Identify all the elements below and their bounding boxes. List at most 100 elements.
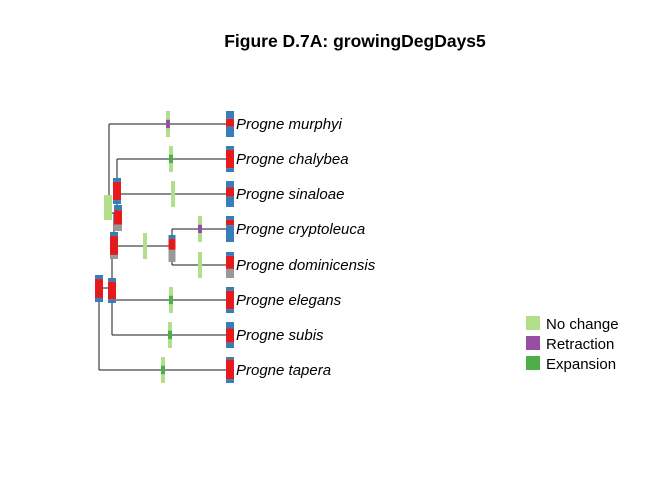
range-segment (226, 181, 234, 188)
range-segment (110, 254, 118, 259)
node-range-bar (108, 278, 116, 303)
tip-range-bar (226, 357, 234, 383)
range-segment (226, 309, 234, 313)
range-segment (113, 178, 121, 182)
branch-change-segment (143, 233, 147, 259)
range-segment (110, 232, 118, 237)
range-segment (226, 146, 234, 150)
range-segment (226, 268, 234, 278)
range-segment (226, 225, 234, 242)
range-segment (114, 205, 122, 211)
branch-change-segment (168, 322, 172, 331)
tree-edges (98, 123, 230, 371)
legend-swatch-retraction (526, 336, 540, 350)
tip-range-bar (226, 146, 234, 172)
legend-swatch-expansion (526, 356, 540, 370)
range-segment (226, 216, 234, 220)
tip-label-sinaloae: Progne sinaloae (236, 186, 344, 203)
range-segment (226, 287, 234, 291)
tip-label-tapera: Progne tapera (236, 362, 331, 379)
range-segment (226, 359, 234, 380)
node-range-bar-root (95, 275, 103, 302)
legend: No change Retraction Expansion (526, 316, 619, 373)
tip-label-dominicensis: Progne dominicensis (236, 257, 376, 274)
branch-change-bar (169, 287, 173, 313)
branch-change-segment (168, 330, 172, 340)
branch-change-bar (198, 252, 202, 278)
legend-label-expansion: Expansion (546, 356, 616, 373)
branch-change-bar (169, 146, 173, 172)
range-segment (226, 168, 234, 172)
range-segment (110, 236, 118, 255)
figure-title: Figure D.7A: growingDegDays5 (224, 31, 486, 51)
branch-change-bar (161, 357, 165, 383)
branch-change-segment (168, 339, 172, 348)
range-segment (226, 126, 234, 137)
branch-change-segment (161, 374, 165, 383)
tip-range-bar (226, 252, 234, 278)
tip-label-chalybea: Progne chalybea (236, 151, 349, 168)
range-segment (113, 200, 121, 204)
range-segment (226, 111, 234, 119)
tip-range-bar (226, 322, 234, 348)
branch-change-segment (198, 252, 202, 278)
branch-change-bars (143, 111, 202, 383)
tip-label-subis: Progne subis (236, 327, 324, 344)
branch-change-bar (171, 181, 175, 207)
branch-change-bar (168, 322, 172, 348)
node-range-bars (95, 178, 176, 303)
branch-change-segment (169, 163, 173, 172)
node-range-bar (104, 195, 112, 220)
node-range-bar (110, 232, 118, 259)
range-segment (226, 255, 234, 269)
branch-change-bar (198, 216, 202, 242)
branch-change-segment (166, 111, 170, 120)
branch-change-segment (198, 224, 202, 234)
range-segment (104, 195, 112, 220)
branch-change-segment (198, 216, 202, 225)
tip-labels: Progne murphyi Progne chalybea Progne si… (236, 116, 376, 379)
range-segment (226, 290, 234, 310)
range-segment (95, 279, 103, 298)
branch-change-segment (198, 233, 202, 242)
range-segment (226, 322, 234, 329)
node-range-bar (113, 178, 121, 204)
node-range-bar (168, 235, 176, 262)
range-segment (226, 252, 234, 256)
range-segment (226, 219, 234, 226)
branch-change-segment (161, 365, 165, 375)
tip-range-bar (226, 287, 234, 313)
range-segment (226, 149, 234, 169)
range-segment (95, 275, 103, 280)
branch-change-bar (143, 233, 147, 259)
branch-change-segment (161, 357, 165, 366)
node-range-bar (114, 205, 122, 231)
range-segment (226, 357, 234, 360)
branch-change-segment (169, 295, 173, 305)
range-segment (226, 328, 234, 343)
range-segment (114, 224, 122, 231)
branch-change-segment (169, 304, 173, 313)
branch-change-segment (169, 146, 173, 155)
branch-change-segment (169, 287, 173, 296)
branch-change-segment (169, 154, 173, 164)
branch-change-segment (171, 181, 175, 207)
tip-range-bar (226, 181, 234, 207)
tip-range-bars (226, 111, 234, 383)
range-segment (108, 278, 116, 282)
range-segment (168, 235, 176, 240)
range-segment (168, 249, 176, 262)
range-segment (226, 379, 234, 383)
tip-range-bar (226, 111, 234, 137)
range-segment (168, 239, 176, 250)
tip-label-murphyi: Progne murphyi (236, 116, 343, 133)
range-segment (226, 342, 234, 348)
legend-swatch-no-change (526, 316, 540, 330)
range-segment (95, 297, 103, 302)
tip-range-bar (226, 216, 234, 242)
tip-label-cryptoleuca: Progne cryptoleuca (236, 221, 365, 238)
range-segment (113, 181, 121, 201)
branch-change-segment (166, 119, 170, 129)
branch-change-segment (166, 128, 170, 137)
